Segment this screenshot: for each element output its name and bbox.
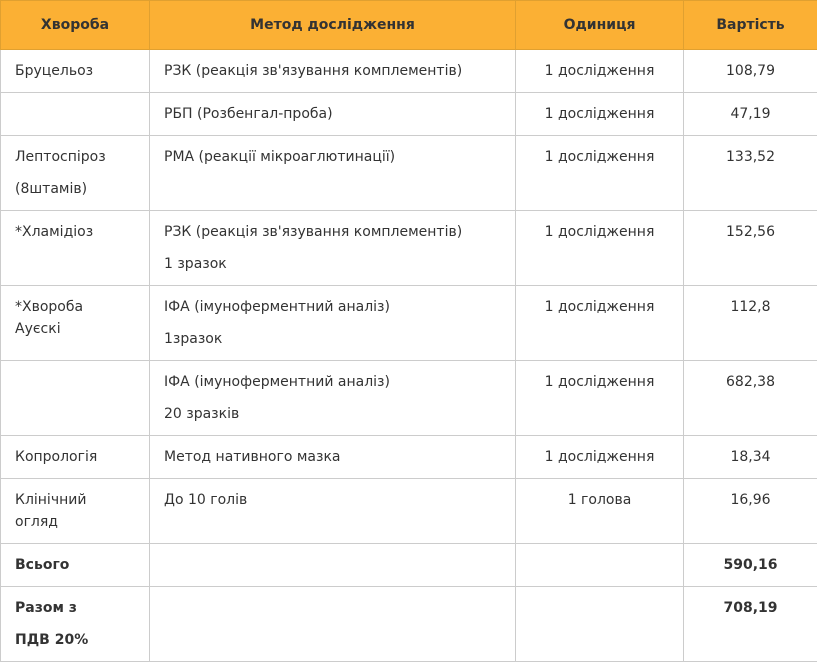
cell-text: РБП (Розбенгал-проба): [164, 103, 501, 125]
table-cell: РЗК (реакція зв'язування комплементів): [150, 50, 516, 93]
cell-text: Клінічний огляд: [15, 489, 115, 533]
table-cell: *Хламідіоз: [1, 211, 150, 286]
cell-text: ПДВ 20%: [15, 629, 115, 651]
cell-text: 1 дослідження: [530, 146, 669, 168]
table-cell: [150, 544, 516, 587]
table-cell: [1, 361, 150, 436]
cell-text: 133,52: [698, 146, 803, 168]
cell-text: 108,79: [698, 60, 803, 82]
cell-text: 112,8: [698, 296, 803, 318]
table-row: ІФА (імуноферментний аналіз) 20 зразків 1 …: [1, 361, 817, 436]
table-cell: 1 дослідження: [516, 436, 684, 479]
header-cell: Вартість: [684, 1, 817, 50]
cell-text: Всього: [15, 554, 115, 576]
table-cell: ІФА (імуноферментний аналіз) 1зразок: [150, 286, 516, 361]
table-cell: Всього: [1, 544, 150, 587]
cell-text: 590,16: [698, 554, 803, 576]
table-cell: ІФА (імуноферментний аналіз) 20 зразків: [150, 361, 516, 436]
table-cell: [516, 544, 684, 587]
table-cell: [516, 587, 684, 662]
cell-text: 1 дослідження: [530, 446, 669, 468]
table-row: *Хвороба Ауєскі ІФА (імуноферментний анал…: [1, 286, 817, 361]
table-cell: [1, 93, 150, 136]
table-cell: *Хвороба Ауєскі: [1, 286, 150, 361]
cell-text: 708,19: [698, 597, 803, 619]
cell-text: РМА (реакції мікроаглютинації): [164, 146, 501, 168]
header-cell: Хвороба: [1, 1, 150, 50]
table-cell: 1 дослідження: [516, 93, 684, 136]
table-cell: [150, 587, 516, 662]
table-cell: 1 дослідження: [516, 286, 684, 361]
table-cell: 1 дослідження: [516, 50, 684, 93]
cell-text: 682,38: [698, 371, 803, 393]
cell-text: 16,96: [698, 489, 803, 511]
cell-text: ІФА (імуноферментний аналіз): [164, 296, 501, 318]
cell-text: Лептоспіроз: [15, 146, 115, 168]
table-cell: Бруцельоз: [1, 50, 150, 93]
cell-text: 1 дослідження: [530, 221, 669, 243]
cell-text: Копрологія: [15, 446, 115, 468]
table-row: *Хламідіоз РЗК (реакція зв'язування компл…: [1, 211, 817, 286]
table-row: РБП (Розбенгал-проба) 1 дослідження 47,19: [1, 93, 817, 136]
table-row: Лептоспіроз (8штамів) РМА (реакції мікроаг…: [1, 136, 817, 211]
table-cell: 590,16: [684, 544, 817, 587]
cell-text: Бруцельоз: [15, 60, 115, 82]
table-row: Бруцельоз РЗК (реакція зв'язування компле…: [1, 50, 817, 93]
table-row: Разом з ПДВ 20% 708,19: [1, 587, 817, 662]
table-cell: Разом з ПДВ 20%: [1, 587, 150, 662]
table-cell: 1 дослідження: [516, 211, 684, 286]
cell-text: 1 дослідження: [530, 296, 669, 318]
table-cell: 18,34: [684, 436, 817, 479]
cell-text: 1 дослідження: [530, 103, 669, 125]
cell-text: 18,34: [698, 446, 803, 468]
table-cell: РЗК (реакція зв'язування комплементів) 1 …: [150, 211, 516, 286]
table-row: Всього 590,16: [1, 544, 817, 587]
cell-text: (8штамів): [15, 178, 115, 200]
table-cell: 1 дослідження: [516, 136, 684, 211]
table-cell: До 10 голів: [150, 479, 516, 544]
table-cell: РМА (реакції мікроаглютинації): [150, 136, 516, 211]
cell-text: *Хвороба Ауєскі: [15, 296, 115, 340]
table-cell: 47,19: [684, 93, 817, 136]
cell-text: 1 дослідження: [530, 371, 669, 393]
header-cell: Метод дослідження: [150, 1, 516, 50]
table-cell: 1 голова: [516, 479, 684, 544]
table-cell: 112,8: [684, 286, 817, 361]
header-cell: Одиниця: [516, 1, 684, 50]
cell-text: РЗК (реакція зв'язування комплементів): [164, 60, 501, 82]
table-cell: 708,19: [684, 587, 817, 662]
table-cell: Копрологія: [1, 436, 150, 479]
table-cell: Лептоспіроз (8штамів): [1, 136, 150, 211]
table-cell: 1 дослідження: [516, 361, 684, 436]
cell-text: 20 зразків: [164, 403, 501, 425]
table-row: Клінічний огляд До 10 голів 1 голова 16,96: [1, 479, 817, 544]
cell-text: *Хламідіоз: [15, 221, 115, 243]
table-cell: 152,56: [684, 211, 817, 286]
cell-text: 1 голова: [530, 489, 669, 511]
cell-text: РЗК (реакція зв'язування комплементів): [164, 221, 501, 243]
cell-text: 1зразок: [164, 328, 501, 350]
table-cell: 108,79: [684, 50, 817, 93]
cell-text: 1 зразок: [164, 253, 501, 275]
cell-text: ІФА (імуноферментний аналіз): [164, 371, 501, 393]
table-cell: Клінічний огляд: [1, 479, 150, 544]
table-row: Копрологія Метод нативного мазка 1 дослідж…: [1, 436, 817, 479]
cell-text: Разом з: [15, 597, 115, 619]
cell-text: 1 дослідження: [530, 60, 669, 82]
table-cell: 682,38: [684, 361, 817, 436]
table-cell: Метод нативного мазка: [150, 436, 516, 479]
cell-text: Метод нативного мазка: [164, 446, 501, 468]
table-cell: 133,52: [684, 136, 817, 211]
cell-text: 152,56: [698, 221, 803, 243]
cell-text: До 10 голів: [164, 489, 501, 511]
cell-text: 47,19: [698, 103, 803, 125]
table-cell: РБП (Розбенгал-проба): [150, 93, 516, 136]
table-cell: 16,96: [684, 479, 817, 544]
